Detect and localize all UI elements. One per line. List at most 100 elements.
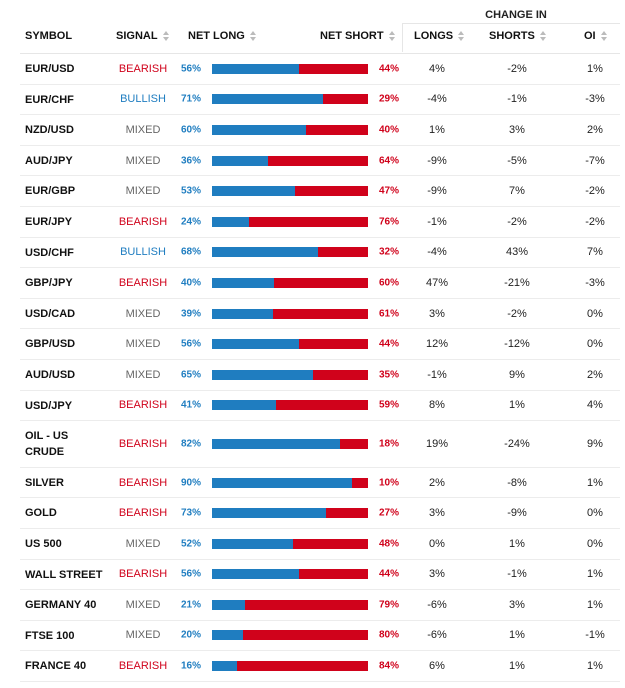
signal: MIXED bbox=[125, 629, 161, 642]
net-long-label: 20% bbox=[181, 629, 202, 641]
table-row: GOLD BEARISH 73% 27% 3% -9% 0% bbox=[20, 498, 620, 529]
longs-change: 8% bbox=[429, 399, 445, 412]
symbol: USD/JPY bbox=[25, 399, 73, 412]
net-short-bar bbox=[322, 94, 368, 105]
sort-icon[interactable] bbox=[249, 31, 256, 42]
net-long-bar bbox=[212, 438, 340, 449]
longs-change: 2% bbox=[429, 476, 445, 489]
longs-change: -4% bbox=[427, 93, 447, 106]
net-short-bar bbox=[299, 339, 368, 350]
longs-change: 3% bbox=[429, 568, 445, 581]
oi-change: 4% bbox=[587, 399, 603, 412]
signal: BEARISH bbox=[118, 660, 168, 673]
net-long-bar bbox=[212, 339, 300, 350]
column-header-text: LONGS bbox=[414, 30, 454, 42]
net-short-label: 48% bbox=[378, 538, 399, 550]
divider bbox=[402, 23, 620, 24]
column-header-text: SYMBOL bbox=[25, 30, 73, 42]
longs-change: 47% bbox=[425, 276, 449, 289]
net-long-bar bbox=[212, 308, 273, 319]
table-row: SILVER BEARISH 90% 10% 2% -8% 1% bbox=[20, 468, 620, 499]
table-row: USD/JPY BEARISH 41% 59% 8% 1% 4% bbox=[20, 391, 620, 422]
symbol: GERMANY 40 bbox=[25, 599, 97, 612]
net-long-bar bbox=[212, 124, 306, 135]
net-long-label: 40% bbox=[181, 277, 202, 289]
longs-change: 1% bbox=[429, 123, 445, 136]
net-long-bar bbox=[212, 186, 295, 197]
shorts-change: 3% bbox=[509, 123, 525, 136]
signal: BEARISH bbox=[118, 476, 168, 489]
symbol: AUD/JPY bbox=[25, 154, 73, 167]
net-short-label: 35% bbox=[378, 369, 399, 381]
shorts-change: 7% bbox=[509, 185, 525, 198]
shorts-change: -8% bbox=[507, 476, 527, 489]
column-header[interactable]: OI bbox=[584, 30, 607, 42]
signal: BEARISH bbox=[118, 62, 168, 75]
net-long-label: 60% bbox=[181, 124, 202, 136]
table-row: EUR/JPY BEARISH 24% 76% -1% -2% -2% bbox=[20, 207, 620, 238]
oi-change: 0% bbox=[587, 537, 603, 550]
oi-change: -7% bbox=[585, 154, 605, 167]
longs-change: 4% bbox=[429, 62, 445, 75]
net-short-bar bbox=[272, 308, 368, 319]
signal: MIXED bbox=[125, 368, 161, 381]
signal: BEARISH bbox=[118, 215, 168, 228]
longs-change: 0% bbox=[429, 537, 445, 550]
signal: MIXED bbox=[125, 598, 161, 611]
signal: MIXED bbox=[125, 338, 161, 351]
net-short-label: 27% bbox=[378, 507, 399, 519]
net-long-bar bbox=[212, 247, 319, 258]
net-short-label: 84% bbox=[378, 660, 399, 672]
column-header-text: SIGNAL bbox=[116, 30, 158, 42]
signal: MIXED bbox=[125, 537, 161, 550]
shorts-change: -24% bbox=[504, 437, 530, 450]
net-short-label: 40% bbox=[378, 124, 399, 136]
net-short-bar bbox=[274, 277, 368, 288]
symbol: EUR/USD bbox=[25, 63, 75, 75]
net-short-bar bbox=[325, 508, 368, 519]
column-header[interactable]: SYMBOL bbox=[25, 30, 72, 42]
table-row: EUR/CHF BULLISH 71% 29% -4% -1% -3% bbox=[20, 85, 620, 116]
oi-change: -1% bbox=[585, 629, 605, 642]
divider bbox=[402, 24, 403, 52]
symbol: FRANCE 40 bbox=[25, 660, 87, 673]
column-header-text: OI bbox=[584, 30, 596, 42]
table-row: GERMANY 40 MIXED 21% 79% -6% 3% 1% bbox=[20, 590, 620, 621]
column-header[interactable]: LONGS bbox=[414, 30, 465, 42]
signal: MIXED bbox=[125, 307, 161, 320]
sort-icon[interactable] bbox=[162, 31, 169, 42]
signal: MIXED bbox=[125, 123, 161, 136]
symbol: SILVER bbox=[25, 476, 64, 489]
sort-icon[interactable] bbox=[388, 31, 395, 42]
column-header[interactable]: SIGNAL bbox=[116, 30, 169, 42]
net-long-label: 41% bbox=[181, 399, 202, 411]
net-short-label: 29% bbox=[378, 93, 399, 105]
column-header[interactable]: NET LONG bbox=[188, 30, 256, 42]
net-short-bar bbox=[236, 661, 368, 672]
longs-change: -6% bbox=[427, 629, 447, 642]
net-short-bar bbox=[352, 477, 368, 488]
table-row: OIL - US CRUDE BEARISH 82% 18% 19% -24% 9% bbox=[20, 421, 620, 468]
oi-change: -2% bbox=[585, 215, 605, 228]
shorts-change: -1% bbox=[507, 568, 527, 581]
sort-icon[interactable] bbox=[600, 31, 607, 42]
net-short-label: 60% bbox=[378, 277, 399, 289]
column-header[interactable]: SHORTS bbox=[489, 30, 546, 42]
table-row: USD/CHF BULLISH 68% 32% -4% 43% 7% bbox=[20, 238, 620, 269]
net-short-label: 32% bbox=[378, 246, 399, 258]
sort-icon[interactable] bbox=[458, 31, 465, 42]
column-header[interactable]: NET SHORT bbox=[320, 30, 395, 42]
oi-change: -2% bbox=[585, 185, 605, 198]
net-short-label: 61% bbox=[378, 308, 399, 320]
shorts-change: -12% bbox=[504, 338, 530, 351]
net-long-bar bbox=[212, 63, 300, 74]
sort-icon[interactable] bbox=[539, 31, 546, 42]
net-short-label: 79% bbox=[378, 599, 399, 611]
net-long-bar bbox=[212, 508, 326, 519]
net-long-bar bbox=[212, 277, 275, 288]
net-short-bar bbox=[294, 186, 368, 197]
net-long-bar bbox=[212, 216, 250, 227]
oi-change: 0% bbox=[587, 338, 603, 351]
longs-change: -6% bbox=[427, 598, 447, 611]
net-long-label: 56% bbox=[181, 568, 202, 580]
